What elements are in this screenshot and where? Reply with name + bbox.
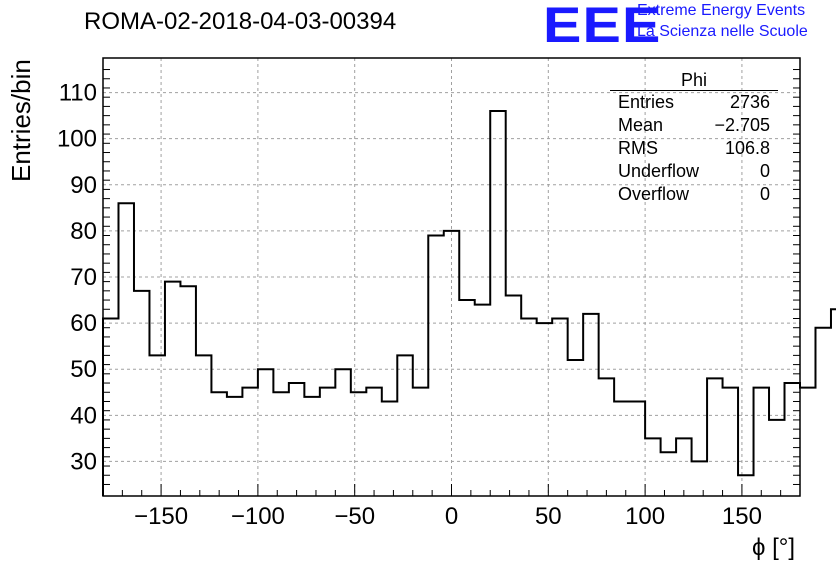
histogram-bin [475,305,490,496]
stats-value: 106.8 [724,138,770,158]
stats-label: Overflow [618,184,690,204]
histogram-bin [583,314,598,496]
histogram-bin [273,392,288,496]
histogram-bin [599,378,614,496]
histogram-bins [102,110,836,496]
histogram-bin [428,236,443,496]
histogram-bin [351,392,366,496]
histogram-bin [707,378,722,496]
histogram-bin [754,388,769,496]
stats-label: Mean [618,115,664,135]
histogram-bin [676,438,691,496]
histogram-bin [320,388,335,496]
x-tick-label: −50 [334,503,375,530]
histogram-bin [103,318,118,496]
histogram-bin [800,388,815,496]
logo-line-1: Extreme Energy Events [637,2,806,19]
y-tick-label: 80 [70,218,97,245]
histogram-bin [382,401,397,496]
eee-logo-mark: EEE [543,0,662,53]
histogram-bin [459,300,474,496]
stats-value: 0 [759,161,770,181]
histogram-bin [165,282,180,496]
y-tick-label: 30 [70,448,97,475]
y-tick-label: 90 [70,172,97,199]
y-tick-label: 100 [57,126,97,153]
histogram-bin [134,291,149,496]
axis-ticks [102,69,801,496]
histogram-bin [769,420,784,496]
histogram-bin [227,397,242,496]
histogram-bin [506,295,521,496]
stats-row-underflow: Underflow 0 [610,160,778,183]
histogram-bin [258,369,273,496]
y-axis-label: Entries/bin [6,59,36,182]
histogram-bin [149,355,164,496]
x-tick-label: −150 [134,503,188,530]
chart-title: ROMA-02-2018-04-03-00394 [84,8,397,35]
histogram-bin [521,318,536,496]
histogram-bin [397,355,412,496]
histogram-bin [211,392,226,496]
stats-row-entries: Entries 2736 [610,91,778,114]
stats-box-title: Phi [610,70,778,91]
histogram-bin [723,388,738,496]
histogram-bin [366,388,381,496]
y-tick-label: 50 [70,356,97,383]
x-tick-label: 100 [625,503,665,530]
stats-box: Phi Entries 2736 Mean −2.705 RMS 106.8 U… [610,70,778,206]
stats-label: Entries [618,92,675,112]
stats-row-rms: RMS 106.8 [610,137,778,160]
x-tick-label: −100 [231,503,285,530]
stats-value: 2736 [729,92,770,112]
histogram-bin [242,388,257,496]
histogram-bin [196,355,211,496]
histogram-bin [335,369,350,496]
histogram-bin [289,383,304,496]
stats-row-overflow: Overflow 0 [610,183,778,206]
y-tick-label: 110 [59,80,97,107]
histogram-bin [645,438,660,496]
x-tick-label: 0 [445,503,458,530]
histogram-bin [568,360,583,496]
histogram-bin [692,461,707,496]
histogram-bin [413,388,428,496]
histogram-bin [180,286,195,496]
stats-row-mean: Mean −2.705 [610,114,778,137]
histogram-bin [815,328,830,496]
histogram-bin [552,318,567,496]
histogram-bin [118,203,133,496]
histogram-bin [490,111,505,496]
histogram-outline [102,110,836,496]
y-tick-label: 40 [70,402,97,429]
histogram-bin [661,452,676,496]
histogram-bin [785,383,800,496]
histogram-bin [738,475,753,496]
histogram-bin [304,397,319,496]
histogram-bin [831,309,836,496]
x-axis-label: ϕ [°] [752,534,796,561]
histogram-bin [537,323,552,496]
axis-tick-labels: −150 −100 −50 0 50 100 150 30 40 50 60 70 80 90 100 110 [57,80,762,530]
x-tick-label: 50 [535,503,562,530]
x-tick-label: 150 [722,503,762,530]
stats-label: RMS [618,138,658,158]
stats-value: −2.705 [714,115,770,135]
stats-label: Underflow [618,161,700,181]
y-tick-label: 60 [70,310,97,337]
stats-value: 0 [759,184,770,204]
y-tick-label: 70 [70,264,97,291]
logo-line-2: La Scienza nelle Scuole [637,23,808,40]
